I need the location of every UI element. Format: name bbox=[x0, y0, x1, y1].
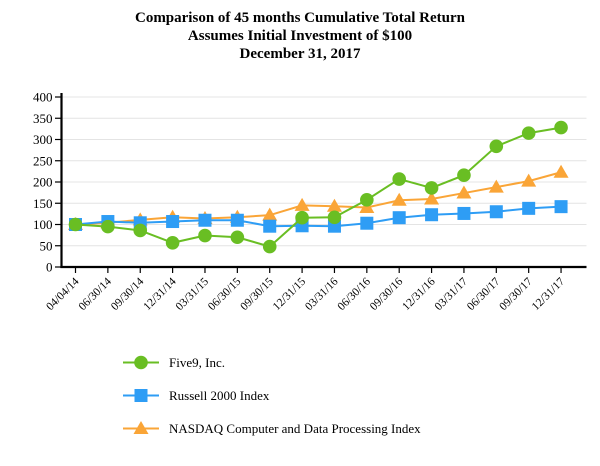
svg-text:0: 0 bbox=[46, 260, 53, 275]
svg-text:400: 400 bbox=[33, 90, 53, 105]
svg-text:03/31/15: 03/31/15 bbox=[174, 275, 212, 313]
svg-text:12/31/14: 12/31/14 bbox=[141, 275, 179, 313]
svg-text:06/30/15: 06/30/15 bbox=[206, 275, 244, 313]
cumulative-total-return-line-chart: 0 50 100 150 200 250 300 350 400 04/04/1406/30/14… bbox=[33, 90, 587, 313]
svg-text:12/31/15: 12/31/15 bbox=[271, 275, 309, 313]
svg-text:12/31/17: 12/31/17 bbox=[530, 275, 568, 313]
svg-text:09/30/14: 09/30/14 bbox=[109, 275, 147, 313]
legend-label-russell-2000: Russell 2000 Index bbox=[169, 387, 270, 403]
russell-2000-series-marker-icon bbox=[123, 389, 159, 402]
five9-series-marker-icon bbox=[123, 355, 159, 370]
svg-text:03/31/17: 03/31/17 bbox=[433, 275, 471, 313]
legend-label-nasdaq-cdp: NASDAQ Computer and Data Processing Inde… bbox=[169, 420, 421, 436]
nasdaq-cdp-series-marker-icon bbox=[123, 421, 159, 434]
svg-text:150: 150 bbox=[33, 196, 53, 211]
chart-title-line-3: December 31, 2017 bbox=[239, 46, 361, 62]
svg-text:350: 350 bbox=[33, 111, 53, 126]
svg-text:09/30/16: 09/30/16 bbox=[368, 275, 406, 313]
svg-text:300: 300 bbox=[33, 132, 53, 147]
svg-text:09/30/17: 09/30/17 bbox=[497, 275, 535, 313]
svg-text:250: 250 bbox=[33, 153, 53, 168]
legend-item-five9: Five9, Inc. bbox=[122, 346, 421, 379]
chart-legend: Five9, Inc. Russell 2000 Index NASDAQ Co… bbox=[122, 346, 421, 445]
chart-title-line-1: Comparison of 45 months Cumulative Total… bbox=[134, 10, 466, 26]
chart-title-line-2: Assumes Initial Investment of $100 bbox=[187, 28, 413, 44]
svg-text:06/30/17: 06/30/17 bbox=[465, 275, 503, 313]
svg-text:200: 200 bbox=[33, 175, 53, 190]
svg-text:12/31/16: 12/31/16 bbox=[400, 275, 438, 313]
svg-text:06/30/16: 06/30/16 bbox=[336, 275, 374, 313]
svg-text:100: 100 bbox=[33, 217, 53, 232]
chart-title: Comparison of 45 months Cumulative Total… bbox=[0, 9, 600, 63]
legend-item-nasdaq-cdp: NASDAQ Computer and Data Processing Inde… bbox=[122, 412, 421, 445]
svg-text:50: 50 bbox=[40, 238, 53, 253]
svg-text:06/30/14: 06/30/14 bbox=[77, 275, 115, 313]
svg-text:03/31/16: 03/31/16 bbox=[303, 275, 341, 313]
legend-item-russell-2000: Russell 2000 Index bbox=[122, 379, 421, 412]
svg-text:09/30/15: 09/30/15 bbox=[238, 275, 276, 313]
svg-text:04/04/14: 04/04/14 bbox=[44, 275, 82, 313]
legend-label-five9: Five9, Inc. bbox=[169, 354, 225, 370]
